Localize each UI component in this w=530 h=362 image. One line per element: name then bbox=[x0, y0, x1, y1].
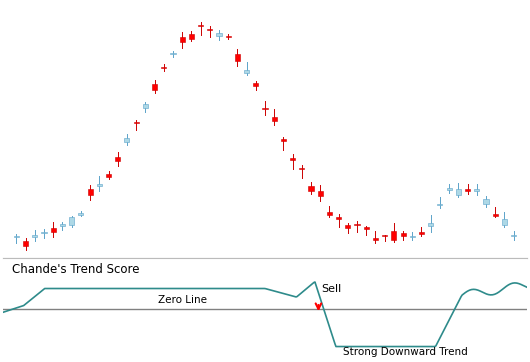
Bar bbox=[216, 33, 222, 36]
Text: Strong Downward Trend: Strong Downward Trend bbox=[343, 347, 467, 357]
Bar bbox=[327, 212, 332, 215]
Bar bbox=[51, 228, 56, 232]
Bar bbox=[125, 138, 129, 142]
Bar bbox=[281, 139, 286, 140]
Bar bbox=[483, 198, 489, 204]
Bar bbox=[87, 189, 93, 195]
Bar bbox=[382, 235, 387, 236]
Text: Chande's Trend Score: Chande's Trend Score bbox=[12, 263, 140, 276]
Bar bbox=[345, 225, 350, 228]
Bar bbox=[170, 53, 175, 54]
Bar bbox=[226, 36, 231, 37]
Bar bbox=[189, 34, 194, 39]
Text: Zero Line: Zero Line bbox=[158, 295, 207, 305]
Bar bbox=[106, 174, 111, 177]
Bar bbox=[152, 84, 157, 90]
Bar bbox=[253, 83, 258, 86]
Bar bbox=[244, 70, 249, 73]
Bar bbox=[235, 54, 240, 61]
Bar bbox=[336, 217, 341, 219]
Bar bbox=[364, 227, 369, 229]
Bar bbox=[78, 213, 83, 215]
Bar bbox=[262, 108, 268, 109]
Bar bbox=[373, 238, 378, 240]
Bar bbox=[23, 241, 28, 246]
Text: Sell: Sell bbox=[321, 283, 342, 294]
Bar bbox=[290, 158, 295, 160]
Bar bbox=[134, 122, 139, 123]
Bar bbox=[447, 188, 452, 190]
Bar bbox=[419, 232, 424, 234]
Bar bbox=[437, 204, 443, 205]
Bar bbox=[410, 236, 415, 237]
Bar bbox=[391, 231, 396, 240]
Bar bbox=[60, 224, 65, 226]
Bar bbox=[115, 157, 120, 161]
Bar bbox=[492, 214, 498, 216]
Bar bbox=[465, 189, 470, 191]
Bar bbox=[502, 219, 507, 226]
Bar bbox=[143, 104, 148, 108]
Bar bbox=[474, 189, 479, 191]
Bar bbox=[401, 233, 405, 236]
Bar bbox=[32, 235, 38, 237]
Bar bbox=[428, 223, 433, 226]
Bar bbox=[511, 235, 516, 236]
Bar bbox=[180, 37, 185, 42]
Bar bbox=[41, 232, 47, 233]
Bar bbox=[456, 189, 461, 195]
Bar bbox=[198, 25, 203, 26]
Bar bbox=[97, 184, 102, 186]
Bar bbox=[355, 224, 360, 225]
Bar bbox=[207, 29, 213, 30]
Bar bbox=[272, 117, 277, 121]
Bar bbox=[317, 190, 323, 196]
Bar bbox=[69, 218, 74, 225]
Bar bbox=[161, 67, 166, 68]
Bar bbox=[308, 186, 314, 191]
Bar bbox=[14, 236, 19, 237]
Bar bbox=[299, 168, 304, 169]
